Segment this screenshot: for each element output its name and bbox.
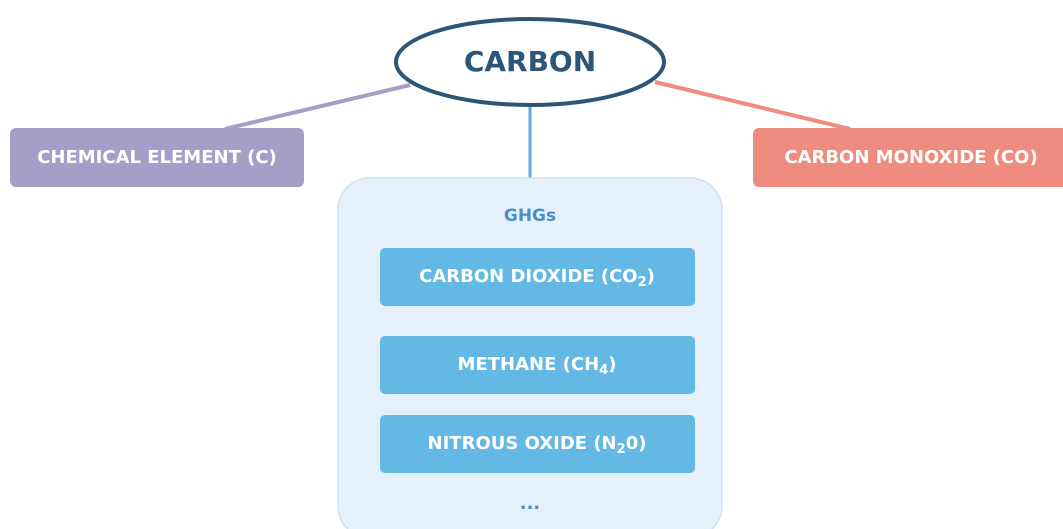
item-label: NITROUS OXIDE (N20) xyxy=(428,433,647,457)
connector xyxy=(224,83,411,131)
more-indicator: ... xyxy=(520,493,541,514)
item-text: NITROUS OXIDE (N xyxy=(428,433,617,454)
right-node xyxy=(753,128,1063,187)
item-sub: 2 xyxy=(638,275,647,290)
center-node xyxy=(394,17,666,107)
left-node xyxy=(10,128,304,187)
item-tail: 0) xyxy=(626,433,647,454)
item-label: CARBON DIOXIDE (CO2) xyxy=(419,266,655,290)
item-tail: ) xyxy=(608,354,616,375)
item-box xyxy=(380,336,695,394)
group-title: GHGs xyxy=(504,206,556,226)
item-text: CARBON DIOXIDE (CO xyxy=(419,266,637,287)
right-label: CARBON MONOXIDE (CO) xyxy=(784,147,1037,168)
item-tail: ) xyxy=(647,266,655,287)
item-box xyxy=(380,248,695,306)
item-label: METHANE (CH4) xyxy=(458,354,617,378)
item-sub: 4 xyxy=(599,363,608,378)
center-label: CARBON xyxy=(464,45,596,78)
item-text: METHANE (CH xyxy=(458,354,600,375)
item-sub: 2 xyxy=(617,442,626,457)
left-label: CHEMICAL ELEMENT (C) xyxy=(37,147,277,168)
connector xyxy=(654,80,851,131)
item-box xyxy=(380,415,695,473)
